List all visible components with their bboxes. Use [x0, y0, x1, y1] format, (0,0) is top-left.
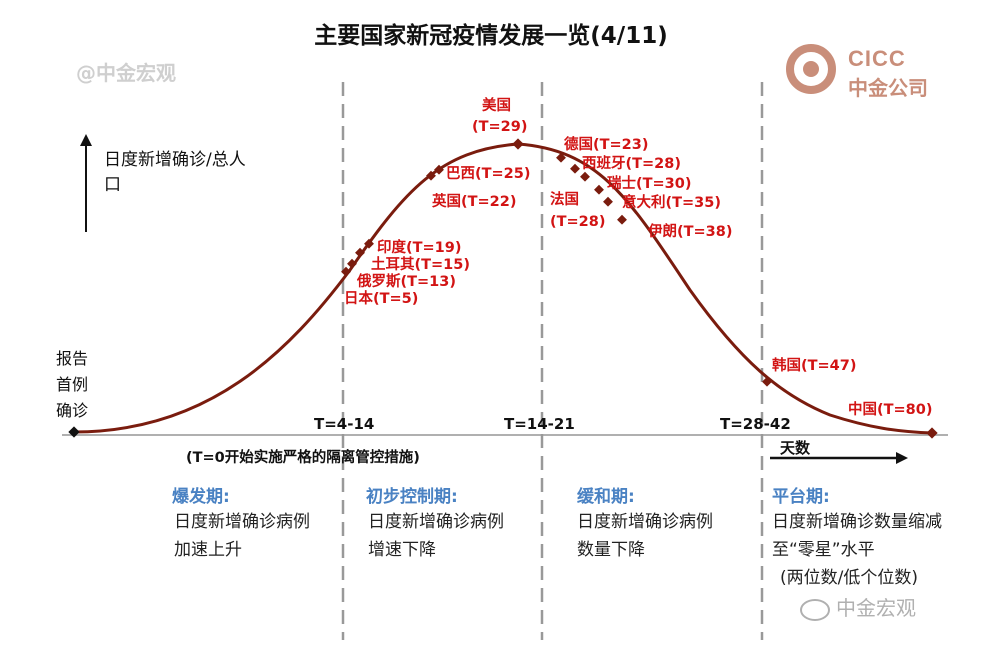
marker-spain: [570, 163, 580, 174]
logo-ring-icon: [786, 44, 836, 94]
marker-turkey: [355, 247, 365, 258]
phase-2-desc: 日度新增确诊病例增速下降: [368, 512, 504, 560]
marker-india: [364, 238, 374, 249]
label-brazil: 巴西(T=25): [446, 166, 531, 182]
label-korea: 韩国(T=47): [772, 358, 857, 374]
label-turkey: 土耳其(T=15): [371, 257, 470, 273]
phase-2-title: 初步控制期:: [366, 487, 458, 507]
marker-japan: [341, 266, 351, 277]
marker-brazil: [434, 164, 444, 175]
x-axis-label: 天数: [780, 439, 811, 457]
marker-usa: [512, 138, 524, 150]
phase-1-desc: 日度新增确诊病例加速上升: [174, 512, 310, 560]
t-range-2: T=14-21: [504, 415, 575, 433]
marker-italy: [603, 196, 613, 207]
marker-switzerland: [594, 184, 604, 195]
watermark-bottom-text: 中金宏观: [836, 596, 916, 620]
label-switzerland: 瑞士(T=30): [607, 176, 692, 192]
x-axis-arrowhead-icon: [896, 452, 908, 464]
label-japan: 日本(T=5): [344, 291, 419, 307]
epidemic-curve: [73, 142, 933, 435]
watermark-bottom: 中金宏观: [800, 592, 916, 621]
y-axis-label: 日度新增确诊/总人口: [104, 150, 246, 195]
marker-france: [580, 171, 590, 182]
t-range-1: T=4-14: [314, 415, 375, 433]
chart-title: 主要国家新冠疫情发展一览(4/11): [314, 23, 668, 49]
label-italy: 意大利(T=35): [622, 195, 721, 211]
label-india: 印度(T=19): [377, 240, 462, 256]
phase-4-note: (两位数/低个位数): [780, 568, 918, 588]
label-uk: 英国(T=22): [432, 194, 517, 210]
label-usa-t: (T=29): [472, 119, 528, 135]
marker-uk: [426, 170, 436, 181]
phase-3-title: 缓和期:: [577, 487, 635, 507]
label-china: 中国(T=80): [848, 402, 933, 418]
wechat-icon: [800, 598, 830, 621]
china-marker: [926, 427, 938, 439]
t-range-3: T=28-42: [720, 415, 791, 433]
label-russia: 俄罗斯(T=13): [357, 274, 456, 290]
first-case-label: 报告首例确诊: [56, 349, 89, 420]
phase-1-title: 爆发期:: [172, 487, 230, 507]
y-axis-arrowhead-icon: [80, 134, 92, 146]
marker-russia: [347, 258, 357, 269]
x-axis-note: (T=0开始实施严格的隔离管控措施): [186, 450, 420, 466]
marker-korea: [762, 376, 772, 387]
country-markers: [341, 138, 772, 387]
label-usa: 美国: [482, 98, 511, 114]
label-france: 法国: [550, 192, 579, 208]
label-germany: 德国(T=23): [564, 137, 649, 153]
marker-germany: [556, 152, 566, 163]
phase-4-desc: 日度新增确诊数量缩减至“零星”水平: [772, 512, 942, 560]
logo-dot-icon: [803, 61, 819, 77]
phase-4-title: 平台期:: [772, 487, 830, 507]
logo-text-en: CICC: [848, 46, 906, 71]
logo-text-cn: 中金公司: [848, 76, 928, 100]
label-spain: 西班牙(T=28): [582, 156, 681, 172]
marker-iran: [617, 214, 627, 225]
phase-3-desc: 日度新增确诊病例数量下降: [577, 512, 713, 560]
cicc-logo: CICC 中金公司: [786, 44, 966, 104]
label-iran: 伊朗(T=38): [648, 224, 733, 240]
watermark-top: @中金宏观: [76, 61, 176, 85]
label-france-t: (T=28): [550, 214, 606, 230]
